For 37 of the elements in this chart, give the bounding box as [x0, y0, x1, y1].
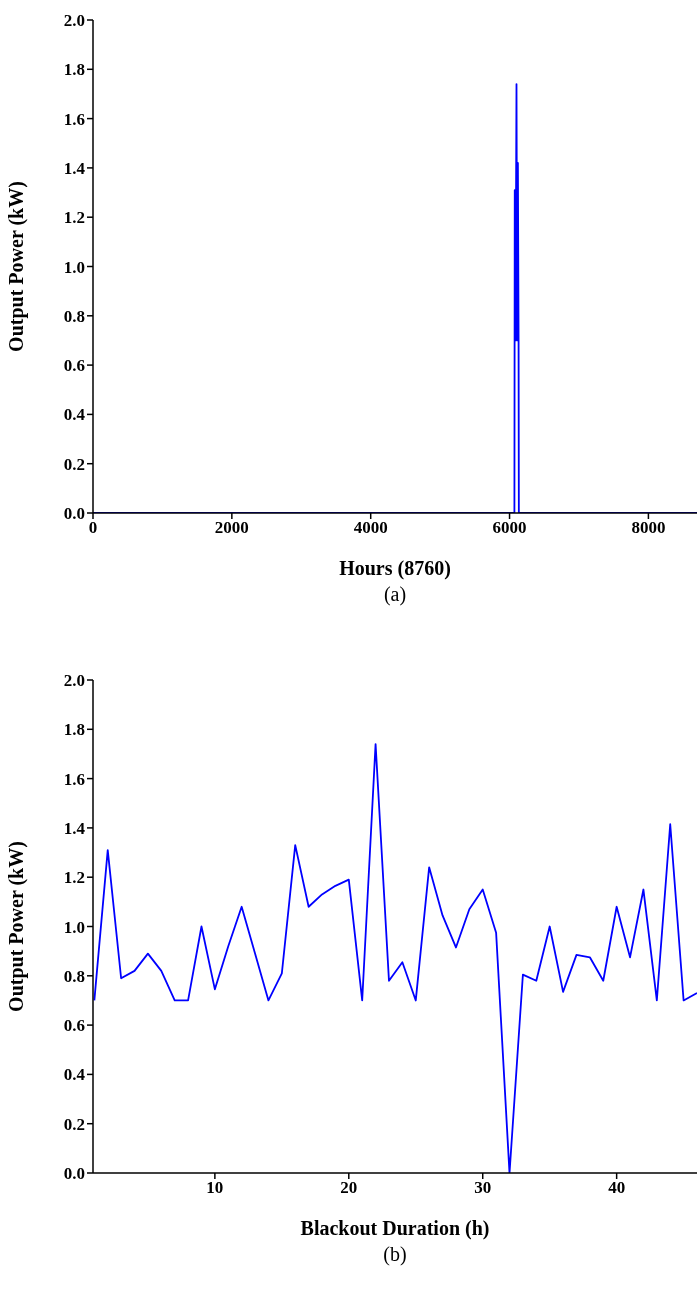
y-tick-label: 2.0 — [63, 671, 85, 691]
y-tick-label: 0.2 — [63, 1114, 85, 1134]
y-tick-label: 1.8 — [63, 720, 85, 740]
y-tick-label: 1.2 — [63, 208, 85, 228]
y-tick-label: 0.4 — [63, 1065, 86, 1085]
y-tick-label: 0.6 — [63, 356, 85, 376]
x-tick-label: 2000 — [214, 518, 249, 538]
x-tick-label: 0 — [88, 518, 98, 538]
y-tick-label: 1.6 — [63, 769, 85, 789]
y-tick-label: 0.2 — [63, 454, 85, 474]
y-tick-label: 0.8 — [63, 966, 85, 986]
text: (a) — [382, 583, 408, 608]
x-tick-label: 30 — [474, 1178, 492, 1198]
y-tick-label: 0.8 — [63, 306, 85, 326]
text: (b) — [382, 1243, 408, 1267]
y-tick-label: 1.4 — [63, 158, 86, 178]
y-tick-label: 2.0 — [63, 11, 85, 31]
y-tick-label: 0.0 — [63, 504, 85, 524]
x-tick-label: 6000 — [492, 518, 527, 538]
x-axis-title: Hours (8760) — [339, 557, 451, 580]
y-tick-label: 1.0 — [63, 257, 85, 277]
y-tick-label: 1.0 — [63, 917, 85, 937]
x-tick-label: 40 — [608, 1178, 626, 1198]
x-axis-title: Blackout Duration (h) — [300, 1217, 490, 1240]
x-tick-label: 10 — [206, 1178, 224, 1198]
y-tick-label: 1.6 — [63, 109, 85, 129]
y-tick-label: 1.4 — [63, 818, 86, 838]
y-axis-title: Output Power (kW) — [5, 841, 29, 1012]
x-tick-label: 4000 — [353, 518, 388, 538]
x-tick-label: 20 — [340, 1178, 358, 1198]
y-axis-title: Output Power (kW) — [5, 181, 29, 352]
y-tick-label: 1.8 — [63, 60, 85, 80]
x-tick-label: 8000 — [631, 518, 666, 538]
y-tick-label: 0.0 — [63, 1164, 85, 1184]
y-tick-label: 0.6 — [63, 1016, 85, 1036]
y-tick-label: 0.4 — [63, 405, 86, 425]
y-tick-label: 1.2 — [63, 868, 85, 888]
